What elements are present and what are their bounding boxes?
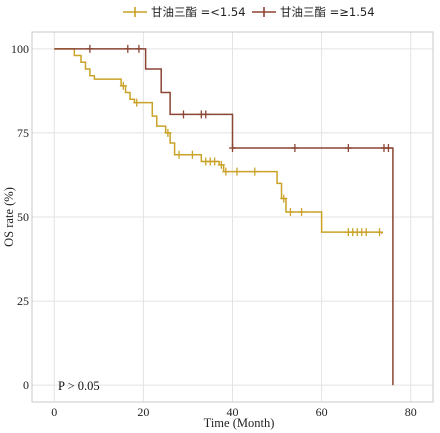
y-axis-title: OS rate (%)	[2, 187, 16, 247]
censor-mark-series-2	[179, 110, 187, 119]
censor-mark-series-1	[211, 157, 219, 166]
series-lines	[54, 48, 394, 386]
censor-mark-series-1	[233, 167, 241, 176]
censor-mark-series-1	[164, 128, 172, 137]
censor-mark-series-1	[188, 150, 196, 159]
x-axis-title: Time (Month)	[204, 416, 275, 430]
series-line-2	[54, 48, 394, 386]
y-tick-label: 50	[17, 210, 29, 224]
censor-mark-series-2	[384, 144, 392, 153]
censor-mark-series-1	[298, 207, 306, 216]
x-tick-label: 60	[316, 405, 328, 419]
x-tick-label: 20	[137, 405, 149, 419]
censor-mark-series-2	[124, 44, 132, 53]
censor-mark-series-2	[229, 144, 236, 153]
censor-mark-series-1	[119, 81, 127, 90]
censor-mark-series-1	[133, 98, 141, 107]
x-tick-label: 80	[405, 405, 417, 419]
legend-label-series-1: 甘油三酯 =<1.54	[151, 5, 246, 19]
y-tick-label: 25	[17, 294, 29, 308]
legend-label-series-2: 甘油三酯 =≥1.54	[280, 5, 375, 19]
censor-marks	[86, 44, 392, 237]
tick-labels: 0 20 40 60 80 0 25 50 75 100	[11, 42, 417, 419]
y-tick-label: 75	[17, 126, 29, 140]
y-tick-label: 0	[23, 378, 29, 392]
censor-mark-series-2	[291, 144, 299, 153]
censor-mark-series-2	[344, 144, 352, 153]
p-value-annotation: P > 0.05	[58, 379, 100, 393]
censor-mark-series-1	[251, 167, 259, 176]
y-tick-label: 100	[11, 42, 29, 56]
legend: 甘油三酯 =<1.54 甘油三酯 =≥1.54	[123, 5, 375, 19]
censor-mark-series-1	[222, 167, 230, 176]
x-tick-label: 0	[51, 405, 57, 419]
gridlines	[32, 32, 433, 402]
x-tick-label: 40	[227, 405, 239, 419]
censor-mark-series-1	[280, 194, 288, 203]
plot-border	[31, 31, 434, 403]
series-line-1	[54, 48, 383, 234]
censor-mark-series-1	[217, 160, 225, 169]
censor-mark-series-1	[286, 207, 294, 216]
censor-mark-series-2	[135, 44, 143, 53]
censor-mark-series-1	[362, 228, 370, 237]
censor-mark-series-2	[202, 110, 210, 119]
censor-mark-series-2	[86, 44, 94, 53]
censor-mark-series-1	[175, 150, 183, 159]
censor-mark-series-1	[376, 228, 384, 237]
